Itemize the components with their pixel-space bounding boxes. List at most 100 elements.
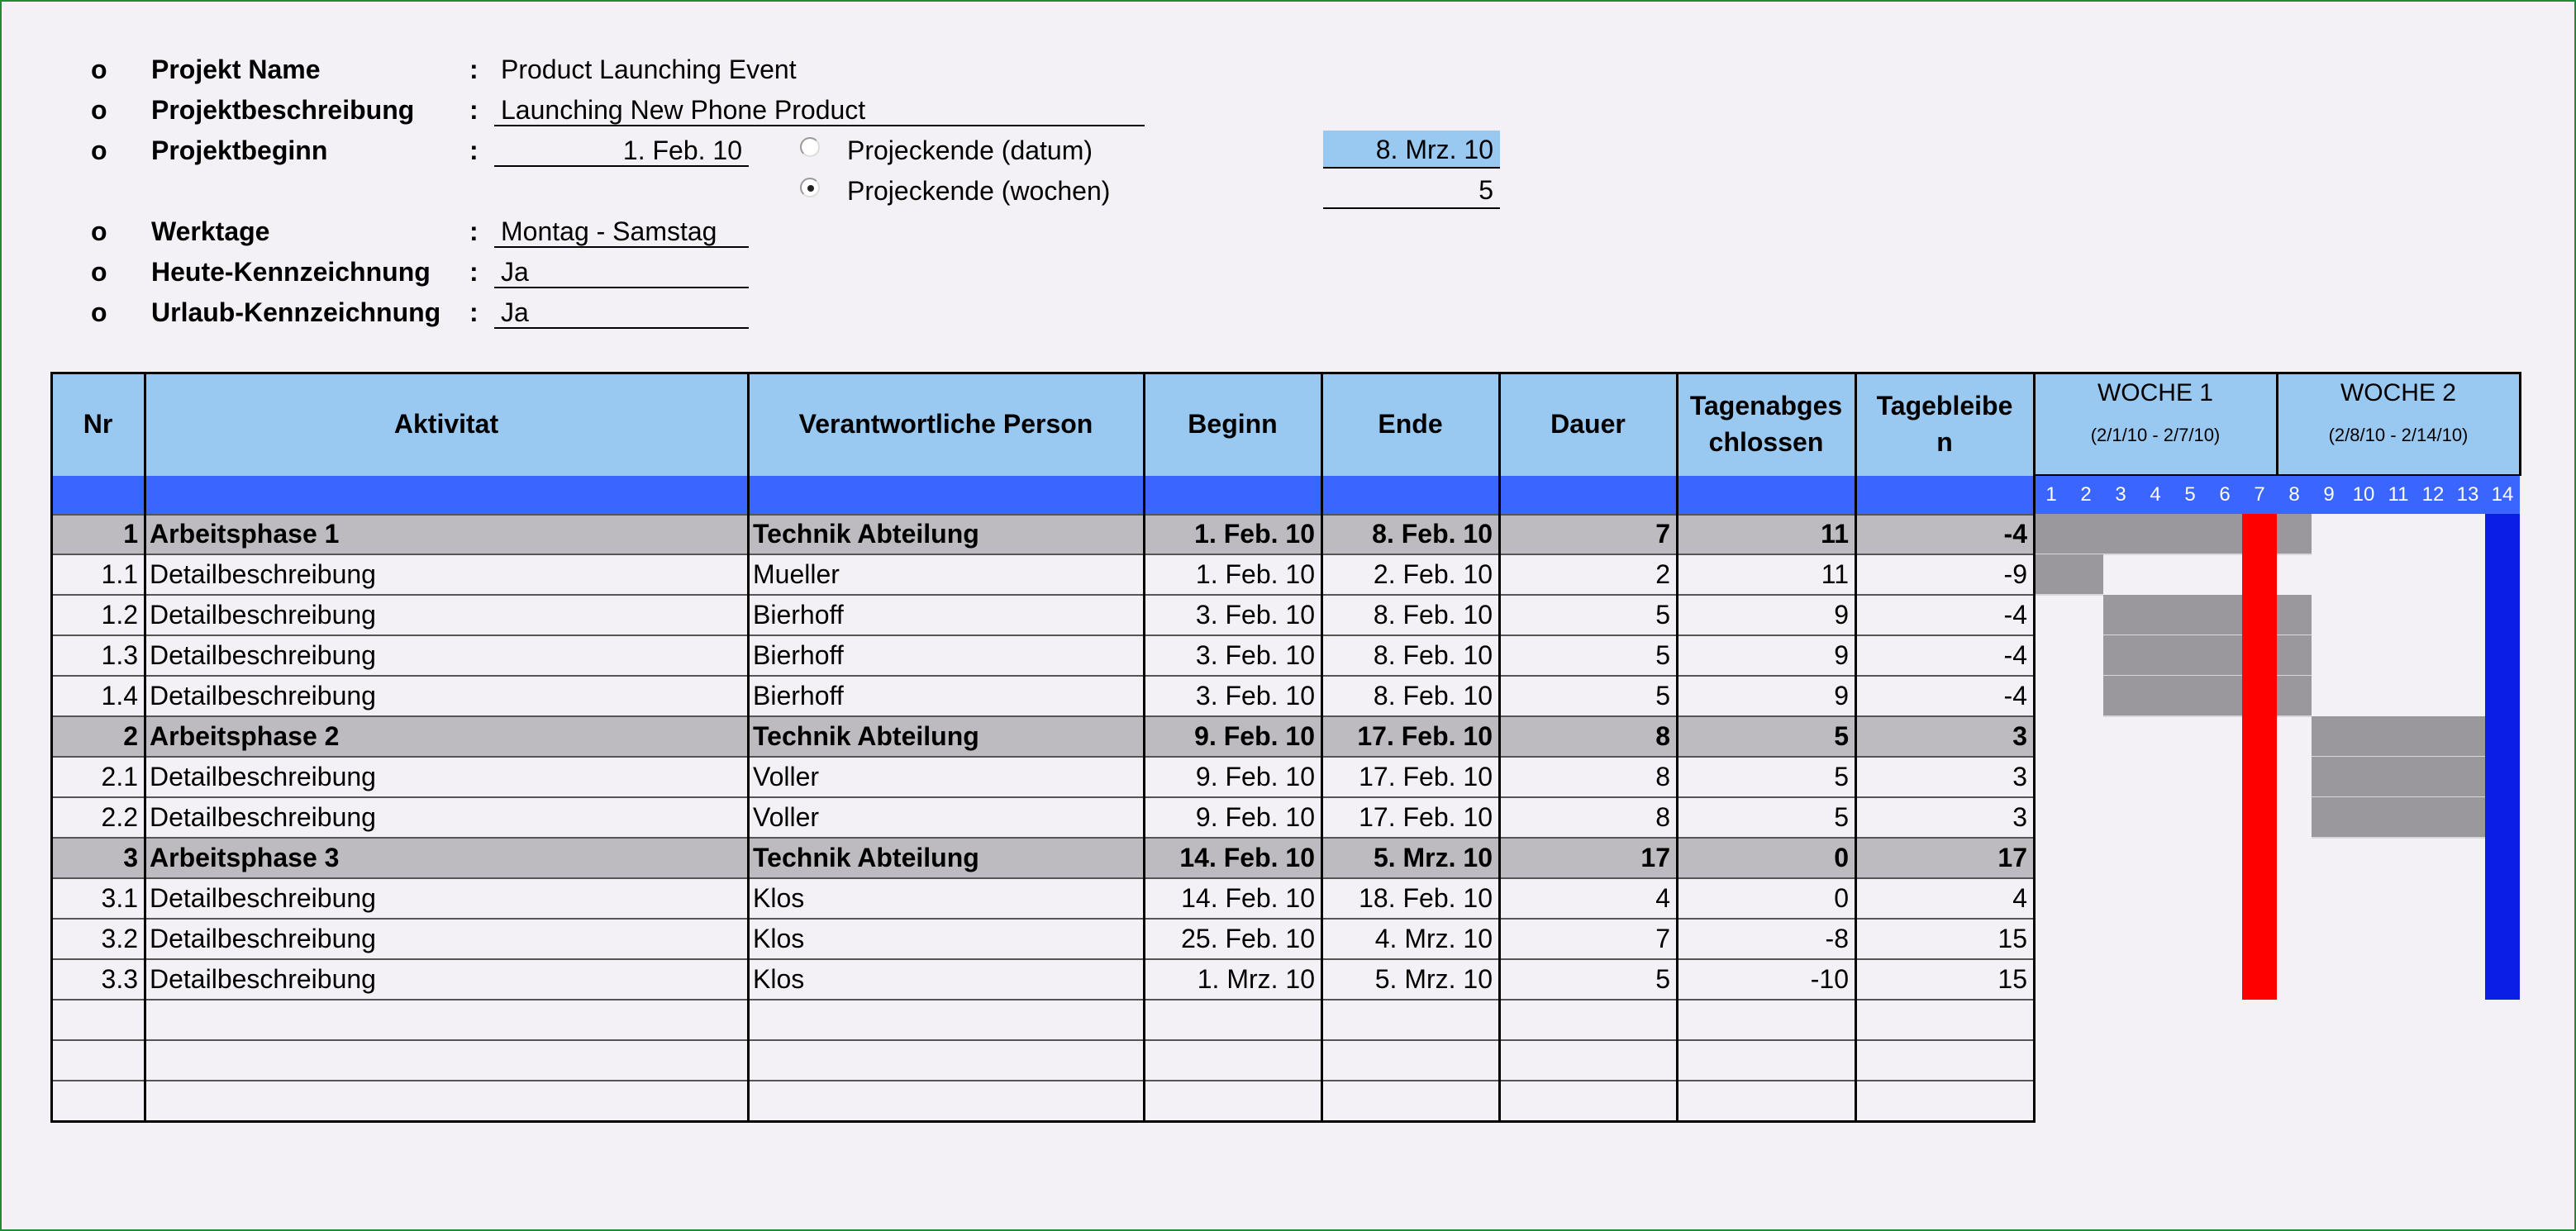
end-by-weeks-radio[interactable]	[800, 178, 820, 197]
project-description-field[interactable]: Launching New Phone Product	[494, 93, 1145, 126]
days-left-cell[interactable]: -9	[2003, 559, 2027, 589]
duration-cell[interactable]: 5	[1655, 681, 1670, 711]
days-done-cell[interactable]: 9	[1834, 681, 1849, 711]
activity-cell[interactable]: Detailbeschreibung	[150, 964, 376, 994]
start-cell[interactable]: 14. Feb. 10	[1179, 843, 1315, 872]
duration-cell[interactable]: 2	[1655, 559, 1670, 589]
duration-cell[interactable]: 5	[1655, 964, 1670, 994]
project-name-field[interactable]: Product Launching Event	[501, 55, 797, 84]
end-by-date-radio[interactable]	[800, 137, 820, 157]
days-done-cell[interactable]: 9	[1834, 640, 1849, 670]
duration-cell[interactable]: 4	[1655, 883, 1670, 913]
end-cell[interactable]: 5. Mrz. 10	[1373, 843, 1493, 872]
person-cell[interactable]: Bierhoff	[753, 681, 844, 711]
nr-cell[interactable]: 1.2	[101, 600, 138, 630]
nr-cell[interactable]: 3.1	[101, 883, 138, 913]
end-cell[interactable]: 17. Feb. 10	[1359, 762, 1493, 791]
days-done-cell[interactable]: 0	[1834, 883, 1849, 913]
end-cell[interactable]: 8. Feb. 10	[1373, 600, 1493, 630]
end-cell[interactable]: 8. Feb. 10	[1372, 519, 1493, 549]
vacation-marker-field[interactable]: Ja	[494, 296, 749, 329]
end-cell[interactable]: 17. Feb. 10	[1357, 721, 1493, 751]
column-header-end[interactable]: Ende	[1321, 372, 1499, 476]
activity-cell[interactable]: Arbeitsphase 3	[150, 843, 340, 872]
days-left-cell[interactable]: 3	[2012, 802, 2027, 832]
start-cell[interactable]: 3. Feb. 10	[1195, 600, 1315, 630]
start-cell[interactable]: 1. Mrz. 10	[1197, 964, 1315, 994]
column-header-days-left[interactable]: Tagebleibe n	[1855, 372, 2034, 476]
nr-cell[interactable]: 3.3	[101, 964, 138, 994]
end-cell[interactable]: 5. Mrz. 10	[1374, 964, 1493, 994]
days-done-cell[interactable]: 0	[1834, 843, 1849, 872]
gantt-bar[interactable]	[2103, 635, 2312, 676]
end-weeks-field[interactable]: 5	[1323, 171, 1500, 209]
gantt-bar[interactable]	[2312, 757, 2485, 797]
days-left-cell[interactable]: 4	[2012, 883, 2027, 913]
project-start-field[interactable]: 1. Feb. 10	[494, 134, 749, 167]
days-done-cell[interactable]: 9	[1834, 600, 1849, 630]
nr-cell[interactable]: 1.3	[101, 640, 138, 670]
end-cell[interactable]: 4. Mrz. 10	[1374, 924, 1493, 953]
start-cell[interactable]: 3. Feb. 10	[1195, 681, 1315, 711]
days-done-cell[interactable]: 5	[1834, 762, 1849, 791]
end-cell[interactable]: 8. Feb. 10	[1373, 681, 1493, 711]
person-cell[interactable]: Klos	[753, 924, 805, 953]
duration-cell[interactable]: 8	[1655, 762, 1670, 791]
person-cell[interactable]: Technik Abteilung	[753, 721, 979, 751]
gantt-bar[interactable]	[2312, 797, 2485, 838]
activity-cell[interactable]: Detailbeschreibung	[150, 640, 376, 670]
end-cell[interactable]: 18. Feb. 10	[1359, 883, 1493, 913]
nr-cell[interactable]: 1.1	[101, 559, 138, 589]
days-left-cell[interactable]: 3	[2012, 721, 2027, 751]
start-cell[interactable]: 9. Feb. 10	[1194, 721, 1315, 751]
days-left-cell[interactable]: -4	[2003, 640, 2027, 670]
gantt-bar[interactable]	[2312, 716, 2485, 757]
duration-cell[interactable]: 5	[1655, 600, 1670, 630]
end-cell[interactable]: 8. Feb. 10	[1373, 640, 1493, 670]
person-cell[interactable]: Klos	[753, 883, 805, 913]
start-cell[interactable]: 14. Feb. 10	[1181, 883, 1315, 913]
person-cell[interactable]: Bierhoff	[753, 600, 844, 630]
days-left-cell[interactable]: -4	[2003, 681, 2027, 711]
gantt-bar[interactable]	[2034, 554, 2103, 595]
duration-cell[interactable]: 17	[1640, 843, 1670, 872]
nr-cell[interactable]: 3	[123, 843, 138, 872]
column-header-activity[interactable]: Aktivitat	[145, 372, 748, 476]
nr-cell[interactable]: 1	[123, 519, 138, 549]
column-header-person[interactable]: Verantwortliche Person	[748, 372, 1144, 476]
days-done-cell[interactable]: 11	[1821, 519, 1849, 549]
activity-cell[interactable]: Arbeitsphase 1	[150, 519, 340, 549]
days-done-cell[interactable]: 5	[1834, 721, 1849, 751]
start-cell[interactable]: 9. Feb. 10	[1195, 762, 1315, 791]
start-cell[interactable]: 1. Feb. 10	[1194, 519, 1315, 549]
activity-cell[interactable]: Detailbeschreibung	[150, 802, 376, 832]
person-cell[interactable]: Technik Abteilung	[753, 843, 979, 872]
gantt-bar[interactable]	[2103, 595, 2312, 635]
activity-cell[interactable]: Detailbeschreibung	[150, 762, 376, 791]
days-done-cell[interactable]: 11	[1821, 559, 1849, 589]
person-cell[interactable]: Mueller	[753, 559, 840, 589]
gantt-bar[interactable]	[2103, 676, 2312, 716]
person-cell[interactable]: Technik Abteilung	[753, 519, 979, 549]
days-done-cell[interactable]: 5	[1834, 802, 1849, 832]
days-done-cell[interactable]: -10	[1810, 964, 1849, 994]
today-marker-field[interactable]: Ja	[494, 255, 749, 288]
days-left-cell[interactable]: 15	[1997, 924, 2027, 953]
activity-cell[interactable]: Detailbeschreibung	[150, 883, 376, 913]
duration-cell[interactable]: 5	[1655, 640, 1670, 670]
duration-cell[interactable]: 8	[1655, 802, 1670, 832]
nr-cell[interactable]: 2.1	[101, 762, 138, 791]
person-cell[interactable]: Voller	[753, 762, 820, 791]
activity-cell[interactable]: Detailbeschreibung	[150, 600, 376, 630]
column-header-duration[interactable]: Dauer	[1499, 372, 1677, 476]
start-cell[interactable]: 9. Feb. 10	[1195, 802, 1315, 832]
start-cell[interactable]: 1. Feb. 10	[1195, 559, 1315, 589]
column-header-nr[interactable]: Nr	[51, 372, 145, 476]
days-left-cell[interactable]: -4	[2003, 600, 2027, 630]
nr-cell[interactable]: 3.2	[101, 924, 138, 953]
person-cell[interactable]: Voller	[753, 802, 820, 832]
end-cell[interactable]: 17. Feb. 10	[1359, 802, 1493, 832]
end-date-field[interactable]: 8. Mrz. 10	[1323, 131, 1500, 169]
nr-cell[interactable]: 2.2	[101, 802, 138, 832]
nr-cell[interactable]: 2	[123, 721, 138, 751]
